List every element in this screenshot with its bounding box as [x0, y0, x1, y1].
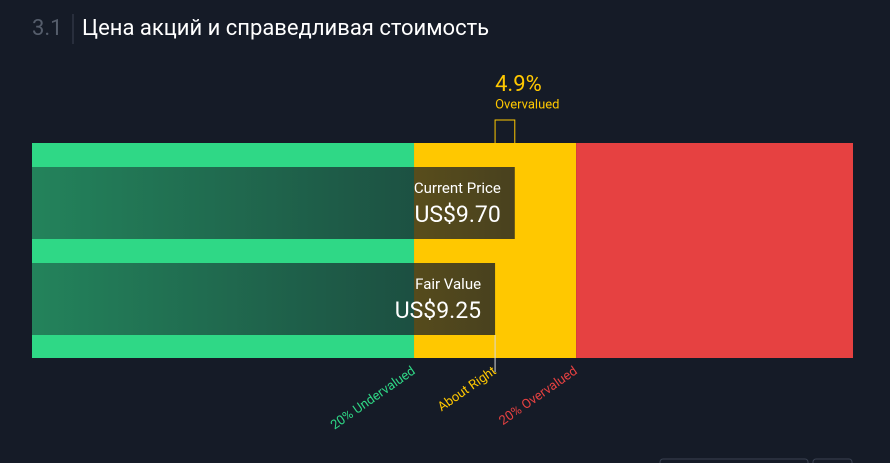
bar-label: Current Price: [414, 179, 501, 197]
difference-caption: Overvalued: [495, 97, 559, 112]
bar-label: Fair Value: [415, 275, 481, 293]
bar-value-label: US$9.25: [395, 297, 481, 324]
bar: [32, 167, 515, 239]
section-number: 3.1: [32, 16, 63, 41]
chart-title: Цена акций и справедливая стоимость: [82, 16, 489, 41]
button[interactable]: [812, 458, 853, 463]
bar: [32, 263, 496, 335]
difference-value: 4.9%: [495, 72, 542, 97]
zone: [576, 143, 853, 358]
button[interactable]: [659, 458, 809, 463]
difference-bracket: [494, 119, 516, 143]
bar-value-label: US$9.70: [414, 201, 500, 228]
